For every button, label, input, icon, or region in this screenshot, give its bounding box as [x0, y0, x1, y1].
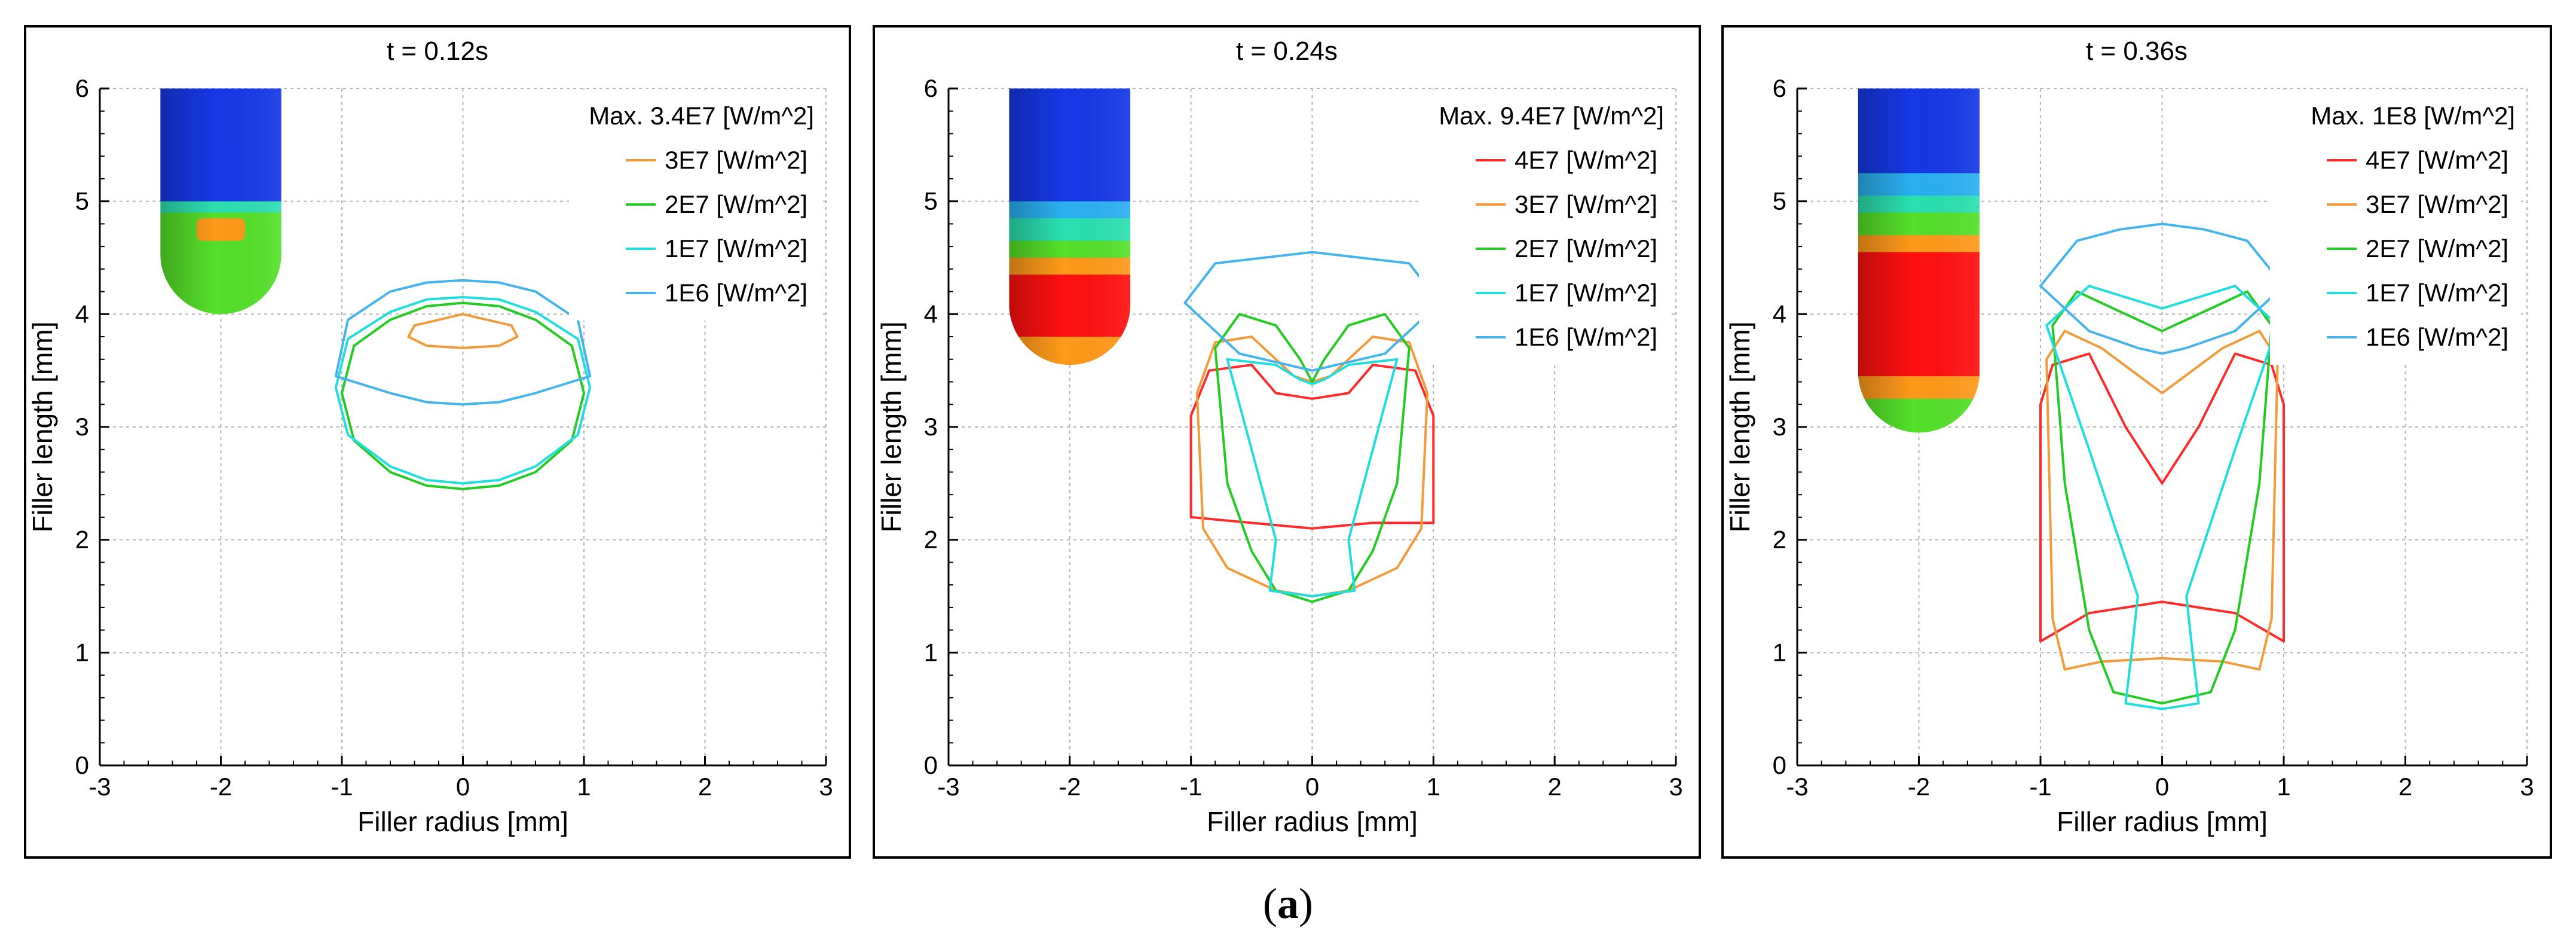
x-tick-label: 0 [456, 773, 470, 801]
contour-line [2045, 285, 2279, 710]
y-tick-label: 5 [1773, 187, 1786, 215]
rod-shading [160, 89, 282, 315]
chart-title: t = 0.36s [2086, 36, 2188, 66]
y-tick-label: 3 [1773, 413, 1786, 441]
legend-entry: 1E6 [W/m^2] [2366, 323, 2508, 351]
filler-rod [1009, 89, 1131, 365]
contour-line [2051, 290, 2273, 705]
y-tick-label: 1 [924, 638, 938, 666]
y-tick-label: 4 [75, 300, 89, 328]
legend-entry: 1E7 [W/m^2] [665, 234, 807, 263]
y-tick-label: 2 [924, 526, 938, 554]
x-tick-label: 3 [2520, 773, 2534, 801]
legend-box [2270, 90, 2521, 365]
chart-panel-3: t = 0.36s -3 -2 -1 0 1 2 3 0 1 2 3 4 5 6 Filler radius … [1721, 25, 2552, 859]
x-axis-label: Filler radius [mm] [1207, 806, 1418, 837]
contour-line [1214, 313, 1411, 603]
y-tick-label: 3 [924, 413, 938, 441]
contour-line [2039, 352, 2285, 643]
legend-entry: 3E7 [W/m^2] [2366, 190, 2508, 218]
x-tick-label: 2 [1547, 773, 1561, 801]
y-tick-label: 3 [75, 413, 89, 441]
legend-box [569, 90, 820, 321]
y-tick-label: 6 [924, 74, 938, 102]
x-tick-label: -3 [937, 773, 959, 801]
y-tick-label: 5 [75, 187, 89, 215]
legend-entry: 1E7 [W/m^2] [2366, 279, 2508, 307]
y-tick-label: 0 [924, 751, 938, 779]
y-tick-label: 0 [1773, 751, 1786, 779]
contour-line [341, 301, 585, 490]
x-tick-label: -1 [2029, 773, 2051, 801]
x-tick-label: 3 [819, 773, 833, 801]
y-tick-label: 2 [1773, 526, 1786, 554]
y-tick-label: 4 [924, 300, 938, 328]
y-tick-label: 5 [924, 187, 938, 215]
legend-entry: 3E7 [W/m^2] [1515, 190, 1657, 218]
x-tick-label: -3 [88, 773, 111, 801]
legend-entry: 2E7 [W/m^2] [1515, 234, 1657, 263]
chart-panel-1: t = 0.12s -3 -2 -1 0 1 2 3 0 1 2 3 4 5 6 Filler radius … [24, 25, 851, 859]
filler-rod [1858, 89, 1980, 433]
filler-rod [160, 89, 282, 315]
chart-title: t = 0.12s [387, 36, 488, 66]
rod-shading [1009, 89, 1131, 365]
legend-entry: 2E7 [W/m^2] [665, 190, 807, 218]
y-tick-label: 1 [1773, 638, 1786, 666]
y-tick-label: 1 [75, 638, 89, 666]
figure-caption: (a) [1263, 880, 1313, 927]
x-tick-label: -2 [1908, 773, 1930, 801]
rod-shading [1858, 89, 1980, 433]
y-axis-label: Filler length [mm] [1724, 322, 1755, 533]
y-tick-label: 4 [1773, 300, 1786, 328]
x-axis-label: Filler radius [mm] [357, 806, 568, 837]
chart-title: t = 0.24s [1236, 36, 1338, 66]
legend-header: Max. 1E8 [W/m^2] [2311, 102, 2515, 130]
legend-entry: 1E6 [W/m^2] [1515, 323, 1657, 351]
x-tick-label: 0 [1305, 773, 1319, 801]
x-axis-label: Filler radius [mm] [2057, 806, 2268, 837]
legend-header: Max. 9.4E7 [W/m^2] [1439, 102, 1664, 130]
x-tick-label: -3 [1786, 773, 1808, 801]
contour-line [1226, 358, 1399, 597]
contour-line [2045, 329, 2279, 671]
legend-entry: 3E7 [W/m^2] [665, 146, 807, 174]
x-tick-label: -2 [1058, 773, 1081, 801]
caption-letter: a [1277, 880, 1299, 927]
x-tick-label: -1 [331, 773, 353, 801]
x-tick-label: 1 [577, 773, 591, 801]
x-tick-label: -1 [1180, 773, 1202, 801]
legend-entry: 2E7 [W/m^2] [2366, 234, 2508, 263]
x-tick-label: -2 [210, 773, 232, 801]
y-tick-label: 2 [75, 526, 89, 554]
y-axis-label: Filler length [mm] [27, 322, 58, 533]
chart-panel-2: t = 0.24s -3 -2 -1 0 1 2 3 0 1 2 3 4 5 6 Filler radius … [873, 25, 1701, 859]
legend-entry: 4E7 [W/m^2] [1515, 146, 1657, 174]
y-tick-label: 6 [1773, 74, 1786, 102]
legend-header: Max. 3.4E7 [W/m^2] [589, 102, 814, 130]
x-tick-label: 3 [1669, 773, 1682, 801]
x-tick-label: 1 [2277, 773, 2290, 801]
y-tick-label: 0 [75, 751, 89, 779]
y-axis-label: Filler length [mm] [876, 322, 907, 533]
x-tick-label: 2 [698, 773, 712, 801]
legend-entry: 1E6 [W/m^2] [665, 279, 807, 307]
y-tick-label: 6 [75, 74, 89, 102]
legend-box [1419, 90, 1670, 365]
legend-entry: 1E7 [W/m^2] [1515, 279, 1657, 307]
contour-line [334, 296, 592, 485]
legend-entry: 4E7 [W/m^2] [2366, 146, 2508, 174]
x-tick-label: 2 [2398, 773, 2412, 801]
x-tick-label: 0 [2155, 773, 2169, 801]
contour-line [407, 313, 519, 349]
x-tick-label: 1 [1427, 773, 1440, 801]
